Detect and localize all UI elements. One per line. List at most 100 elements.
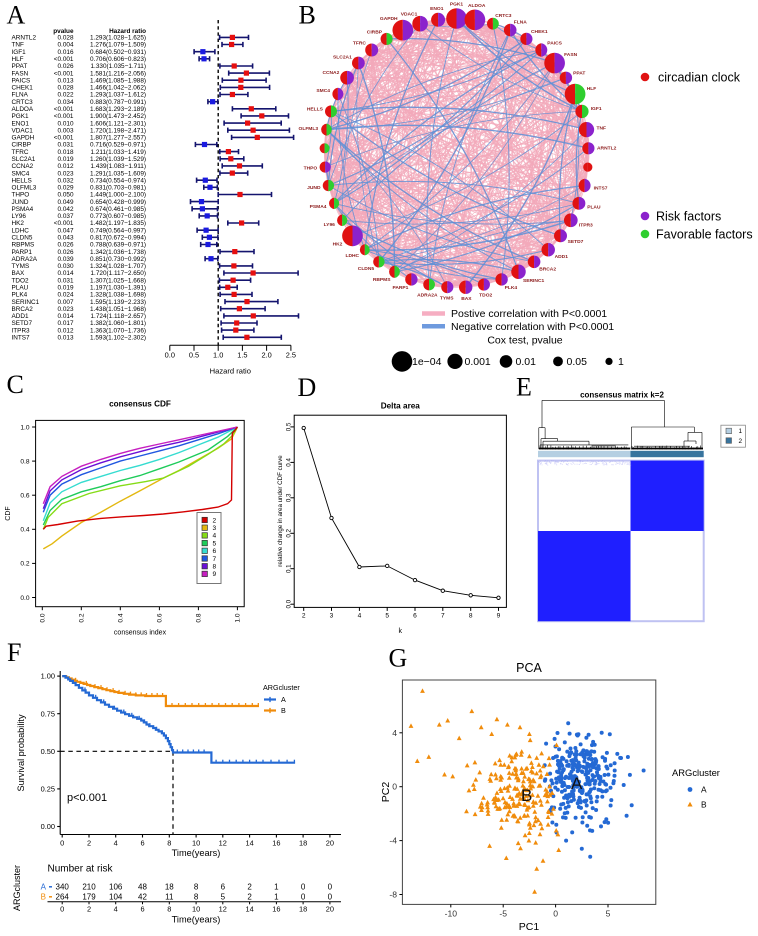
svg-text:SETD7: SETD7 bbox=[12, 320, 33, 327]
svg-text:0.684(0.502−0.931): 0.684(0.502−0.931) bbox=[90, 49, 146, 56]
svg-text:0.034: 0.034 bbox=[58, 99, 74, 106]
svg-text:12: 12 bbox=[219, 839, 227, 848]
svg-text:0: 0 bbox=[60, 839, 64, 848]
svg-text:0.831(0.703−0.981): 0.831(0.703−0.981) bbox=[90, 185, 146, 192]
svg-text:0.1: 0.1 bbox=[286, 564, 293, 573]
svg-text:18: 18 bbox=[299, 905, 307, 914]
svg-text:IGF1: IGF1 bbox=[12, 49, 27, 56]
svg-text:BAX: BAX bbox=[12, 270, 26, 277]
svg-text:<0.001: <0.001 bbox=[54, 70, 74, 77]
svg-text:TFRC: TFRC bbox=[353, 41, 367, 47]
svg-text:8: 8 bbox=[213, 564, 217, 571]
svg-text:-4: -4 bbox=[389, 836, 397, 846]
svg-text:0.8: 0.8 bbox=[20, 458, 29, 465]
svg-text:4: 4 bbox=[114, 905, 118, 914]
svg-text:0.026: 0.026 bbox=[58, 63, 74, 70]
svg-text:14: 14 bbox=[245, 905, 253, 914]
svg-text:SLC2A1: SLC2A1 bbox=[333, 55, 352, 61]
svg-text:OLFML3: OLFML3 bbox=[12, 185, 37, 192]
svg-text:0.773(0.607−0.985): 0.773(0.607−0.985) bbox=[90, 213, 146, 220]
svg-text:1.342(1.036−1.738): 1.342(1.036−1.738) bbox=[90, 249, 146, 256]
svg-text:circadian clock: circadian clock bbox=[658, 71, 741, 85]
svg-text:Number at risk: Number at risk bbox=[48, 864, 114, 875]
svg-text:0: 0 bbox=[60, 905, 64, 914]
svg-text:0.014: 0.014 bbox=[58, 313, 74, 320]
svg-text:PC2: PC2 bbox=[380, 782, 392, 803]
svg-text:GAPDH: GAPDH bbox=[12, 135, 35, 142]
svg-text:0.5: 0.5 bbox=[189, 351, 199, 360]
svg-text:0.039: 0.039 bbox=[58, 256, 74, 263]
svg-text:0.706(0.606−0.823): 0.706(0.606−0.823) bbox=[90, 56, 146, 63]
svg-text:7: 7 bbox=[213, 556, 217, 563]
svg-text:9: 9 bbox=[213, 571, 217, 578]
svg-text:340: 340 bbox=[56, 883, 70, 892]
svg-text:0.013: 0.013 bbox=[58, 335, 74, 342]
svg-text:ADRA2A: ADRA2A bbox=[417, 293, 438, 299]
svg-text:CLDN5: CLDN5 bbox=[12, 235, 33, 242]
svg-text:0.031: 0.031 bbox=[58, 142, 74, 149]
svg-text:2: 2 bbox=[213, 517, 217, 524]
svg-text:6: 6 bbox=[140, 905, 144, 914]
svg-text:A: A bbox=[41, 883, 47, 892]
svg-text:0.037: 0.037 bbox=[58, 213, 74, 220]
svg-text:Risk factors: Risk factors bbox=[656, 210, 721, 224]
svg-text:TDO2: TDO2 bbox=[12, 277, 29, 284]
svg-text:0.0: 0.0 bbox=[40, 613, 47, 622]
svg-text:CRTC3: CRTC3 bbox=[495, 13, 512, 19]
svg-text:B: B bbox=[299, 1, 316, 30]
svg-text:6: 6 bbox=[140, 839, 144, 848]
svg-text:1.00: 1.00 bbox=[41, 672, 55, 681]
svg-text:-10: -10 bbox=[445, 909, 458, 919]
svg-text:CHEK1: CHEK1 bbox=[531, 29, 548, 35]
svg-text:0.012: 0.012 bbox=[58, 163, 74, 170]
svg-text:0.024: 0.024 bbox=[58, 292, 74, 299]
svg-text:1.595(1.139−2.233): 1.595(1.139−2.233) bbox=[90, 299, 146, 306]
svg-text:ARNTL2: ARNTL2 bbox=[12, 35, 37, 42]
svg-text:0.2: 0.2 bbox=[286, 528, 293, 537]
svg-text:18: 18 bbox=[299, 839, 307, 848]
svg-text:1.683(1.293−2.189): 1.683(1.293−2.189) bbox=[90, 106, 146, 113]
svg-text:0.023: 0.023 bbox=[58, 170, 74, 177]
svg-text:ADD1: ADD1 bbox=[12, 313, 29, 320]
svg-text:0.007: 0.007 bbox=[58, 299, 74, 306]
svg-text:CDF: CDF bbox=[5, 506, 12, 520]
svg-text:PCA: PCA bbox=[516, 661, 542, 675]
svg-text:PC1: PC1 bbox=[519, 921, 540, 933]
svg-text:2: 2 bbox=[302, 613, 306, 620]
svg-text:TNF: TNF bbox=[12, 42, 25, 49]
svg-text:SMC4: SMC4 bbox=[12, 170, 30, 177]
svg-text:SERINC1: SERINC1 bbox=[12, 299, 40, 306]
svg-text:0.851(0.730−0.992): 0.851(0.730−0.992) bbox=[90, 256, 146, 263]
svg-text:THPO: THPO bbox=[12, 192, 30, 199]
svg-text:D: D bbox=[298, 373, 317, 402]
svg-text:0.817(0.672−0.994): 0.817(0.672−0.994) bbox=[90, 235, 146, 242]
svg-text:B: B bbox=[41, 893, 46, 902]
svg-text:Negative correlation with P<0.: Negative correlation with P<0.0001 bbox=[451, 321, 614, 333]
svg-text:LDHC: LDHC bbox=[12, 227, 30, 234]
svg-text:0: 0 bbox=[328, 893, 333, 902]
svg-text:ENO1: ENO1 bbox=[430, 6, 444, 12]
svg-text:VDAC1: VDAC1 bbox=[12, 127, 34, 134]
svg-text:5: 5 bbox=[385, 613, 389, 620]
svg-text:0: 0 bbox=[301, 883, 306, 892]
svg-text:pvalue: pvalue bbox=[53, 28, 74, 35]
svg-text:3: 3 bbox=[330, 613, 334, 620]
svg-text:4: 4 bbox=[213, 533, 217, 540]
svg-text:ALDOA: ALDOA bbox=[12, 106, 34, 113]
svg-text:6: 6 bbox=[221, 883, 226, 892]
svg-text:0.042: 0.042 bbox=[58, 206, 74, 213]
svg-text:1.0: 1.0 bbox=[20, 424, 29, 431]
svg-text:1.469(1.085−1.988): 1.469(1.085−1.988) bbox=[90, 77, 146, 84]
svg-text:consensus matrix k=2: consensus matrix k=2 bbox=[580, 391, 664, 400]
svg-text:0.029: 0.029 bbox=[58, 185, 74, 192]
svg-text:2.0: 2.0 bbox=[261, 351, 271, 360]
svg-text:E: E bbox=[516, 373, 532, 402]
svg-text:1.330(1.035−1.711): 1.330(1.035−1.711) bbox=[91, 63, 147, 70]
svg-text:0.019: 0.019 bbox=[58, 285, 74, 292]
svg-text:PSMA4: PSMA4 bbox=[310, 204, 327, 210]
svg-text:Hazard ratio: Hazard ratio bbox=[210, 367, 251, 376]
svg-text:0.030: 0.030 bbox=[58, 263, 74, 270]
svg-text:1.211(1.033−1.419): 1.211(1.033−1.419) bbox=[91, 149, 147, 156]
svg-text:PLK4: PLK4 bbox=[505, 285, 518, 291]
svg-text:1.449(1.000−2.100): 1.449(1.000−2.100) bbox=[90, 192, 146, 199]
